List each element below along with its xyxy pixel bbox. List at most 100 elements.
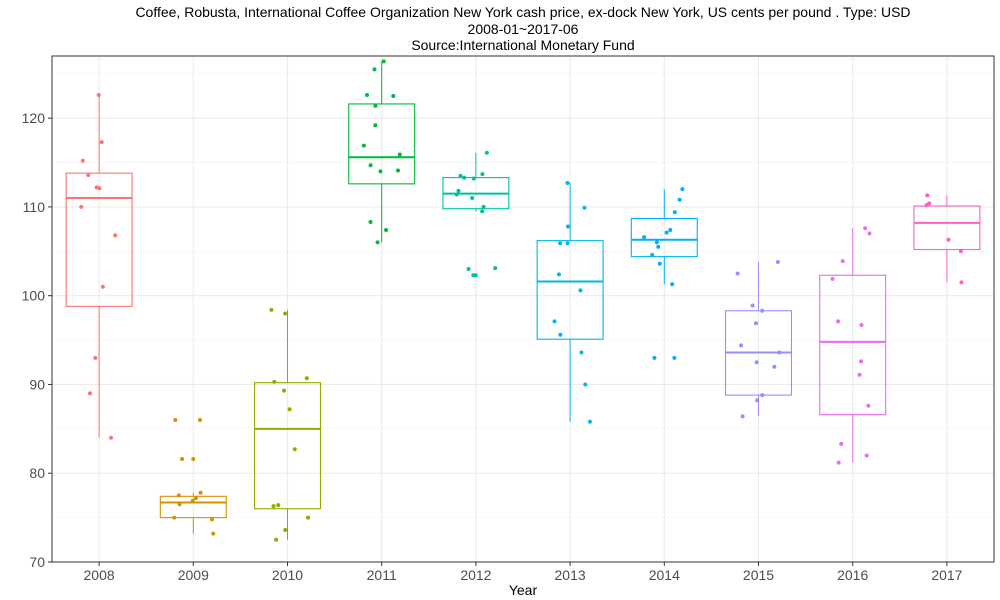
data-point-2011 — [368, 220, 373, 225]
x-tick-label: 2009 — [178, 567, 209, 583]
data-point-2013 — [556, 272, 561, 277]
x-tick-label: 2011 — [367, 567, 397, 583]
data-point-2009 — [211, 531, 216, 536]
data-point-2012 — [454, 192, 459, 197]
y-tick-label: 120 — [22, 110, 46, 126]
box-2008 — [65, 95, 133, 438]
data-point-2008 — [93, 355, 98, 360]
box-iqr — [819, 274, 887, 416]
data-point-2015 — [760, 393, 765, 398]
data-point-2015 — [772, 364, 777, 369]
data-point-2011 — [375, 240, 380, 245]
data-point-2008 — [79, 204, 84, 209]
x-tick-label: 2008 — [84, 567, 115, 583]
data-point-2009 — [198, 490, 203, 495]
data-point-2015 — [775, 259, 780, 264]
data-point-2008 — [87, 391, 92, 396]
data-point-2013 — [558, 332, 563, 337]
data-point-2009 — [173, 417, 178, 422]
y-tick-label: 90 — [29, 376, 45, 392]
data-point-2015 — [760, 308, 765, 313]
data-point-2010 — [282, 388, 287, 393]
data-point-2015 — [739, 343, 744, 348]
data-point-2011 — [391, 93, 396, 98]
data-point-2014 — [650, 252, 655, 257]
box-2017 — [913, 195, 981, 283]
data-point-2013 — [582, 205, 587, 210]
chart-subtitle: 2008-01~2017-06 — [467, 20, 579, 37]
data-point-2017 — [958, 249, 963, 254]
data-point-2013 — [583, 382, 588, 387]
data-point-2012 — [471, 176, 476, 181]
data-point-2012 — [480, 209, 485, 214]
axes: 70 80 90 100 110 120 2008 2009 2010 2011 2012 2013 2… — [22, 110, 963, 583]
data-point-2012 — [480, 172, 485, 177]
data-point-2014 — [654, 240, 659, 245]
x-tick-label: 2015 — [743, 567, 774, 583]
jitter-points — [79, 59, 964, 542]
data-point-2012 — [462, 175, 467, 180]
data-point-2016 — [857, 372, 862, 377]
y-tick-label: 110 — [23, 199, 46, 215]
box-iqr — [159, 495, 227, 519]
data-point-2009 — [197, 417, 202, 422]
data-point-2009 — [176, 493, 181, 498]
data-point-2012 — [456, 188, 461, 193]
box-iqr — [913, 205, 981, 251]
data-point-2014 — [664, 230, 669, 235]
data-point-2011 — [361, 143, 366, 148]
data-point-2011 — [373, 123, 378, 128]
data-point-2016 — [859, 359, 864, 364]
x-tick-label: 2016 — [837, 567, 868, 583]
data-point-2014 — [657, 261, 662, 266]
data-point-2012 — [484, 150, 489, 155]
data-point-2013 — [566, 224, 571, 229]
data-point-2008 — [99, 140, 104, 145]
data-point-2011 — [395, 168, 400, 173]
data-point-2016 — [840, 259, 845, 264]
data-point-2009 — [209, 517, 214, 522]
x-tick-label: 2017 — [931, 567, 962, 583]
box-2016 — [819, 228, 887, 463]
data-point-2010 — [274, 537, 279, 542]
data-point-2010 — [276, 503, 281, 508]
box-plot-boxes — [65, 61, 981, 540]
data-point-2014 — [670, 282, 675, 287]
box-iqr — [630, 217, 698, 258]
data-point-2016 — [839, 441, 844, 446]
data-point-2010 — [283, 528, 288, 533]
data-point-2011 — [373, 103, 378, 108]
data-point-2014 — [642, 235, 647, 240]
chart-title-block: Coffee, Robusta, International Coffee Or… — [50, 4, 996, 54]
data-point-2017 — [925, 193, 930, 198]
data-point-2011 — [397, 152, 402, 157]
x-axis-title: Year — [509, 582, 538, 598]
data-point-2017 — [946, 237, 951, 242]
data-point-2014 — [668, 227, 673, 232]
data-point-2015 — [754, 321, 759, 326]
data-point-2009 — [180, 457, 185, 462]
data-point-2015 — [740, 414, 745, 419]
data-point-2016 — [836, 460, 841, 465]
box-2012 — [442, 152, 510, 212]
data-point-2012 — [473, 273, 478, 278]
data-point-2009 — [191, 457, 196, 462]
chart-title: Coffee, Robusta, International Coffee Or… — [135, 4, 911, 20]
data-point-2010 — [292, 447, 297, 452]
x-tick-label: 2014 — [649, 567, 680, 583]
data-point-2014 — [652, 355, 657, 360]
data-point-2011 — [372, 67, 377, 72]
box-iqr — [536, 240, 604, 340]
box-2014 — [630, 189, 698, 285]
data-point-2010 — [283, 311, 288, 316]
data-point-2010 — [272, 379, 277, 384]
data-point-2015 — [750, 303, 755, 308]
x-tick-label: 2012 — [460, 567, 491, 583]
data-point-2009 — [193, 496, 198, 501]
data-point-2010 — [287, 407, 292, 412]
data-point-2012 — [458, 173, 463, 178]
data-point-2013 — [558, 241, 563, 246]
data-point-2013 — [552, 319, 557, 324]
y-tick-label: 80 — [29, 465, 45, 481]
